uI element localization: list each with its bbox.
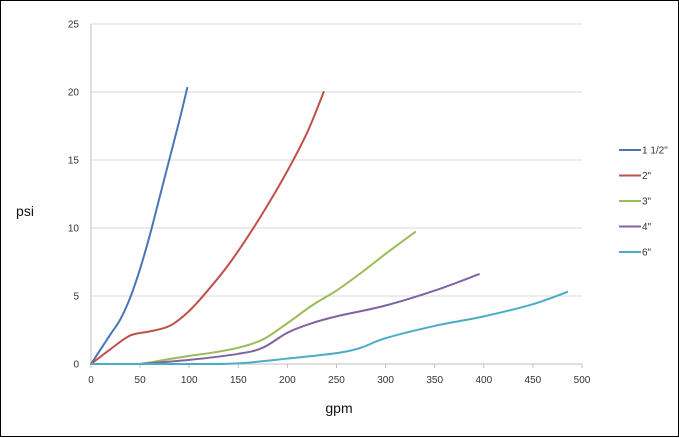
legend-item: 1 1/2" — [619, 146, 668, 157]
x-tick-label: 250 — [328, 375, 345, 386]
y-tick-label: 0 — [73, 360, 79, 371]
legend-item: 4" — [619, 222, 652, 233]
series-line-1 — [90, 91, 325, 365]
legend-label: 4" — [642, 222, 652, 233]
series-line-3 — [139, 273, 480, 365]
y-axis-title: psi — [16, 203, 34, 219]
x-tick-label: 450 — [525, 375, 542, 386]
legend-label: 2" — [642, 171, 652, 182]
x-tick-label: 500 — [574, 375, 591, 386]
series-line-0 — [90, 86, 189, 365]
y-tick-label: 20 — [68, 88, 80, 99]
gridlines — [91, 23, 582, 297]
x-tick-label: 50 — [135, 375, 147, 386]
x-tick-label: 150 — [230, 375, 247, 386]
series-line-4 — [90, 290, 569, 366]
legend-item: 3" — [619, 197, 652, 208]
y-tick-label: 15 — [68, 156, 80, 167]
x-tick-label: 0 — [88, 375, 94, 386]
legend-item: 6" — [619, 248, 652, 259]
series-line-2 — [139, 231, 417, 365]
x-tick-label: 200 — [279, 375, 296, 386]
y-tick-label: 5 — [73, 292, 79, 303]
legend-label: 6" — [642, 248, 652, 259]
legend-label: 1 1/2" — [642, 146, 668, 157]
series-lines — [90, 86, 569, 366]
y-tick-label: 10 — [68, 224, 80, 235]
legend-label: 3" — [642, 197, 652, 208]
x-tick-label: 100 — [181, 375, 198, 386]
legend-item: 2" — [619, 171, 652, 182]
x-tick-label: 300 — [377, 375, 394, 386]
x-tick-label: 350 — [426, 375, 443, 386]
x-tick-label: 400 — [475, 375, 492, 386]
y-tick-label: 25 — [68, 20, 80, 31]
legend: 1 1/2" 2" 3" 4" 6" — [619, 146, 668, 259]
x-axis-title: gpm — [325, 400, 352, 416]
